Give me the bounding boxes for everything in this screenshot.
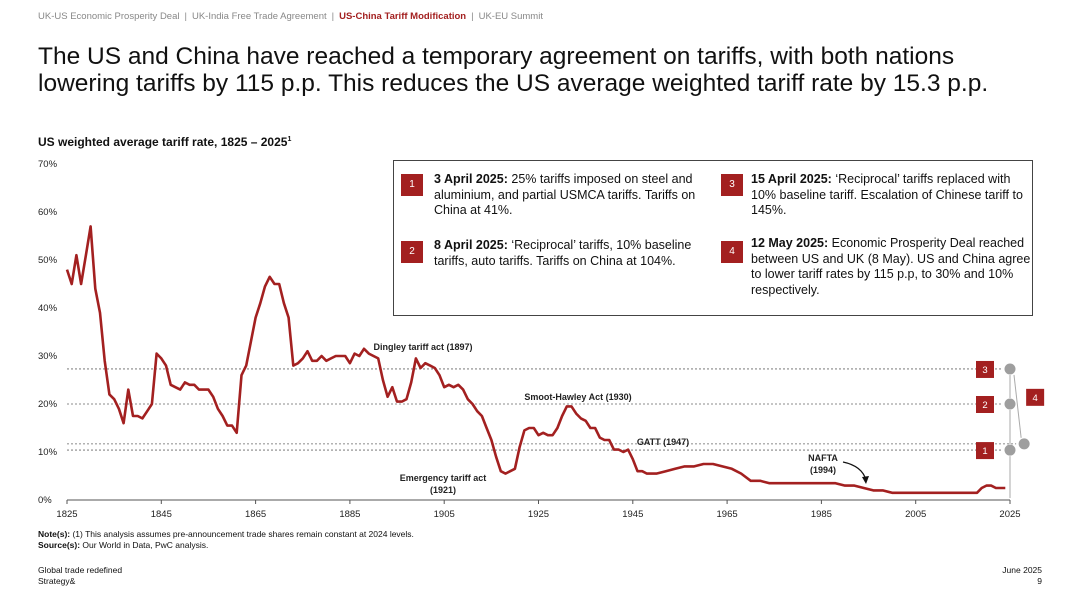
separator: | <box>331 11 335 22</box>
breadcrumb-item: UK-India Free Trade Agreement <box>191 11 327 22</box>
footer-text: 9 <box>1037 576 1042 586</box>
scenario-badge-label: 2 <box>982 400 987 411</box>
notes: Note(s): (1) This analysis assumes pre-a… <box>38 529 414 551</box>
breadcrumb-item: US-China Tariff Modification <box>339 11 467 22</box>
headline-line: lowering tariffs by 115 p.p. This reduce… <box>38 70 989 97</box>
breadcrumb-item: UK-US Economic Prosperity Deal <box>38 11 180 22</box>
x-tick-label: 1865 <box>245 509 266 520</box>
chart-title-text: US weighted average tariff rate, 1825 – … <box>38 135 288 149</box>
scenario-badge <box>976 360 994 378</box>
series-line <box>65 225 1006 495</box>
note-text: (1) This analysis assumes pre-announceme… <box>70 529 414 539</box>
callout-body: 25% tariffs imposed on steel and alumini… <box>434 172 696 217</box>
scenario-point <box>1004 444 1016 456</box>
chart-title: US weighted average tariff rate, 1825 – … <box>38 135 291 149</box>
y-tick-label: 30% <box>38 351 58 362</box>
arrow-head <box>862 476 869 484</box>
callout-badge: 1 <box>401 174 423 196</box>
separator: | <box>471 11 474 22</box>
breadcrumb-item: UK-EU Summit <box>478 11 543 22</box>
x-tick-label: 1985 <box>811 509 832 520</box>
scenario-badge-label: 3 <box>982 365 987 376</box>
y-tick-label: 40% <box>38 303 58 314</box>
callout-body: ‘Reciprocal’ tariffs, 10% baseline tarif… <box>434 238 692 268</box>
callout-text: 12 May 2025: Economic Prosperity Deal re… <box>751 236 1033 298</box>
scenario-badge <box>1026 388 1045 406</box>
scenario-badge <box>976 396 994 413</box>
y-tick-label: 70% <box>38 159 58 170</box>
footer-text: Strategy& <box>38 576 76 586</box>
callout-badge: 3 <box>721 174 743 196</box>
annotation: Emergency tariff act <box>400 473 487 483</box>
callout-date: 12 May 2025: <box>751 236 829 250</box>
x-tick-label: 1905 <box>434 509 455 520</box>
x-tick-label: 1925 <box>528 509 549 520</box>
y-tick-label: 50% <box>38 255 58 266</box>
x-tick-label: 1965 <box>717 509 738 520</box>
annotation: NAFTA <box>808 453 838 463</box>
annotation: (1921) <box>430 485 456 495</box>
y-tick-label: 60% <box>38 207 58 218</box>
scenario-point <box>1004 363 1016 375</box>
headline: The US and China have reached a temporar… <box>38 43 988 97</box>
callout-text: 15 April 2025: ‘Reciprocal’ tariffs repl… <box>751 172 1033 219</box>
callout-date: 15 April 2025: <box>751 172 832 186</box>
scenario-badge-label: 1 <box>982 446 987 457</box>
scenario-badge-label: 4 <box>1032 393 1037 404</box>
callout-badge: 4 <box>721 241 743 263</box>
annotation: GATT (1947) <box>637 437 689 447</box>
y-tick-label: 20% <box>38 399 58 410</box>
scenario-point <box>1004 398 1016 410</box>
footer-text: Global trade redefined <box>38 565 123 575</box>
x-tick-label: 1885 <box>339 509 360 520</box>
callout-text: 8 April 2025: ‘Reciprocal’ tariffs, 10% … <box>434 238 716 269</box>
callout-date: 3 April 2025: <box>434 172 508 186</box>
scenario-badge <box>976 442 994 460</box>
source-label: Source(s): <box>38 540 81 550</box>
annotation: (1994) <box>810 465 836 475</box>
callout-badge: 2 <box>401 241 423 263</box>
note: Note(s): (1) This analysis assumes pre-a… <box>38 529 414 540</box>
footnote-mark: 1 <box>287 136 292 143</box>
x-tick-label: 1825 <box>56 509 77 520</box>
annotation: Dingley tariff act (1897) <box>373 342 472 352</box>
scenario-point <box>1018 438 1030 450</box>
x-tick-label: 2025 <box>999 509 1020 520</box>
callout-body: ‘Reciprocal’ tariffs replaced with 10% b… <box>751 172 1023 217</box>
breadcrumb: UK-US Economic Prosperity Deal | UK-India … <box>38 11 543 22</box>
source: Source(s): Our World in Data, PwC analys… <box>38 540 414 551</box>
x-tick-label: 1845 <box>151 509 172 520</box>
footer-text: June 2025 <box>1002 565 1042 575</box>
separator: | <box>184 11 187 22</box>
y-tick-label: 10% <box>38 447 58 458</box>
footer-right: June 2025 9 <box>1002 565 1042 587</box>
source-text: Our World in Data, PwC analysis. <box>80 540 209 550</box>
callout-body: Economic Prosperity Deal reached between… <box>751 236 1031 297</box>
annotation: Smoot-Hawley Act (1930) <box>524 392 631 402</box>
note-label: Note(s): <box>38 529 71 539</box>
callout-date: 8 April 2025: <box>434 238 508 252</box>
callout-box: 1 3 April 2025: 25% tariffs imposed on st… <box>393 160 1033 316</box>
scenario-arrow <box>1013 374 1022 438</box>
callout-text: 3 April 2025: 25% tariffs imposed on ste… <box>434 172 716 219</box>
headline-line: The US and China have reached a temporar… <box>38 43 955 70</box>
y-tick-label: 0% <box>38 495 52 506</box>
footer-left: Global trade redefined Strategy& <box>38 565 122 587</box>
x-tick-label: 2005 <box>905 509 926 520</box>
x-tick-label: 1945 <box>622 509 643 520</box>
